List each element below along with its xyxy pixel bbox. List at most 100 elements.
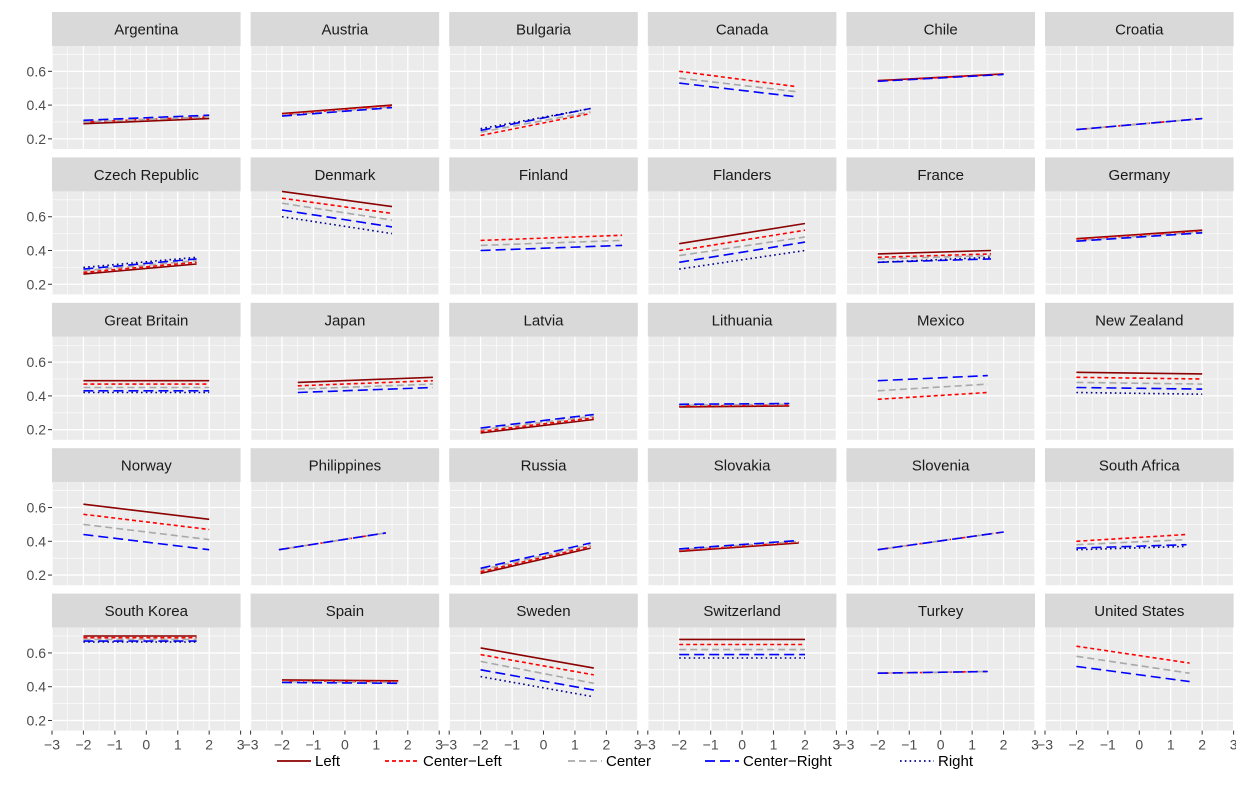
- series-line-center-right: [877, 73, 1004, 83]
- x-tick-label: −2: [274, 737, 290, 753]
- x-tick-label: −1: [107, 737, 123, 753]
- facet-strip: [846, 157, 1035, 192]
- facet-title: South Korea: [105, 603, 189, 620]
- series-line-left: [1076, 371, 1203, 375]
- facet-strip: [449, 593, 638, 628]
- x-tick-label: 0: [738, 737, 746, 753]
- facet-strip: [52, 302, 241, 337]
- facet-strip: [1045, 157, 1234, 192]
- legend-item-left: Left: [277, 753, 341, 770]
- series-line-center: [281, 106, 393, 116]
- facet-panel: New Zealand: [1044, 302, 1235, 440]
- y-tick-label: 0.6: [27, 63, 47, 79]
- gridlines: [845, 191, 1036, 295]
- gridlines: [1044, 627, 1235, 731]
- facet-panel: Switzerland −3 −2 −1 0 1 2 3: [640, 593, 841, 753]
- series-line-center: [480, 543, 591, 571]
- series-line-center: [297, 383, 433, 390]
- gridlines: [647, 482, 838, 586]
- series-line-center-left: [1076, 645, 1190, 664]
- x-tick-label: 2: [801, 737, 809, 753]
- y-tick-label: 0.4: [27, 242, 47, 258]
- series-line-center-left: [480, 417, 594, 433]
- series-line-center-left: [679, 541, 799, 552]
- y-tick-label: 0.2: [27, 567, 47, 583]
- x-tick-label: −3: [44, 737, 60, 753]
- facet-panel: Germany: [1044, 157, 1235, 295]
- gridlines: [845, 627, 1036, 731]
- x-tick-label: 2: [1198, 737, 1206, 753]
- facet-panel: Croatia: [1044, 12, 1235, 149]
- facet-panel: Spain −3 −2 −1 0 1 2 3: [243, 593, 443, 753]
- legend-item-center-left: Center−Left: [385, 753, 503, 770]
- x-tick-label: 3: [1230, 737, 1236, 753]
- series-line-center-right: [480, 669, 594, 691]
- series-line-center-right: [83, 533, 210, 551]
- series-line-center-left: [83, 513, 210, 531]
- gridlines: [845, 46, 1036, 149]
- legend-item-center-right: Center−Right: [705, 753, 833, 770]
- y-tick-label: 0.6: [27, 354, 47, 370]
- series-line-center-right: [281, 681, 399, 685]
- y-tick-label: 0.4: [27, 533, 47, 549]
- facet-title: Norway: [121, 458, 172, 475]
- series-line-center-right: [480, 542, 591, 570]
- series-line-right: [1076, 545, 1187, 551]
- facet-title: Germany: [1108, 167, 1170, 184]
- legend-label: Left: [315, 753, 341, 770]
- facet-title: Philippines: [309, 458, 382, 475]
- x-tick-label: −3: [441, 737, 457, 753]
- facet-strip: [1045, 302, 1234, 337]
- gridlines: [1044, 191, 1235, 295]
- facet-title: Croatia: [1115, 22, 1164, 39]
- x-tick-label: 2: [404, 737, 412, 753]
- series-line-center-right: [679, 402, 790, 406]
- series-line-center: [281, 680, 399, 684]
- series-line-center-left: [480, 653, 594, 676]
- y-tick-label: 0.4: [27, 679, 47, 695]
- gridlines: [249, 482, 440, 586]
- facet-panel: Japan: [249, 302, 440, 440]
- facet-panel: South Korea 0.2 0.4 0.6 −3 −2 −1 0 1 2 3: [27, 593, 245, 753]
- legend-label: Center: [606, 753, 651, 770]
- series-line-center: [83, 523, 210, 541]
- series-line-center: [877, 383, 988, 392]
- series-line-center: [480, 660, 594, 685]
- x-tick-label: 2: [205, 737, 213, 753]
- facet-strip: [250, 593, 440, 628]
- gridlines: [1044, 46, 1235, 149]
- y-tick-label: 0.2: [27, 712, 47, 728]
- facet-title: Japan: [324, 312, 365, 329]
- series-line-center-left: [877, 391, 988, 401]
- series-line-center-left: [679, 229, 806, 252]
- facet-title: Chile: [924, 22, 958, 39]
- facet-panel: Argentina 0.2 0.4 0.6: [27, 12, 242, 149]
- y-tick-label: 0.2: [27, 422, 47, 438]
- facet-panel: Philippines: [249, 448, 440, 586]
- x-tick-label: 2: [1000, 737, 1008, 753]
- x-tick-label: −3: [243, 737, 259, 753]
- series-line-center: [83, 259, 197, 272]
- gridlines: [448, 482, 639, 586]
- facet-strip: [52, 12, 241, 46]
- facet-panel: Czech Republic 0.2 0.4 0.6: [27, 157, 242, 295]
- y-tick-label: 0.4: [27, 97, 47, 113]
- series-line-center-left: [679, 404, 790, 407]
- facet-panel: Finland: [448, 157, 639, 295]
- series-line-center-right: [281, 209, 393, 228]
- y-tick-label: 0.6: [27, 500, 47, 516]
- x-tick-label: 0: [937, 737, 945, 753]
- x-tick-label: −2: [1068, 737, 1084, 753]
- series-line-left: [480, 547, 591, 575]
- series-line-center: [480, 415, 594, 431]
- series-line-center: [281, 202, 393, 221]
- facet-strip: [647, 12, 837, 46]
- gridlines: [647, 336, 838, 440]
- series-line-center-right: [281, 106, 393, 117]
- x-tick-label: 3: [435, 737, 443, 753]
- series-line-left: [297, 376, 433, 384]
- gridlines: [249, 46, 440, 149]
- facet-panel: Norway 0.2 0.4 0.6: [27, 448, 242, 586]
- y-tick-label: 0.6: [27, 645, 47, 661]
- series-line-center: [679, 77, 796, 93]
